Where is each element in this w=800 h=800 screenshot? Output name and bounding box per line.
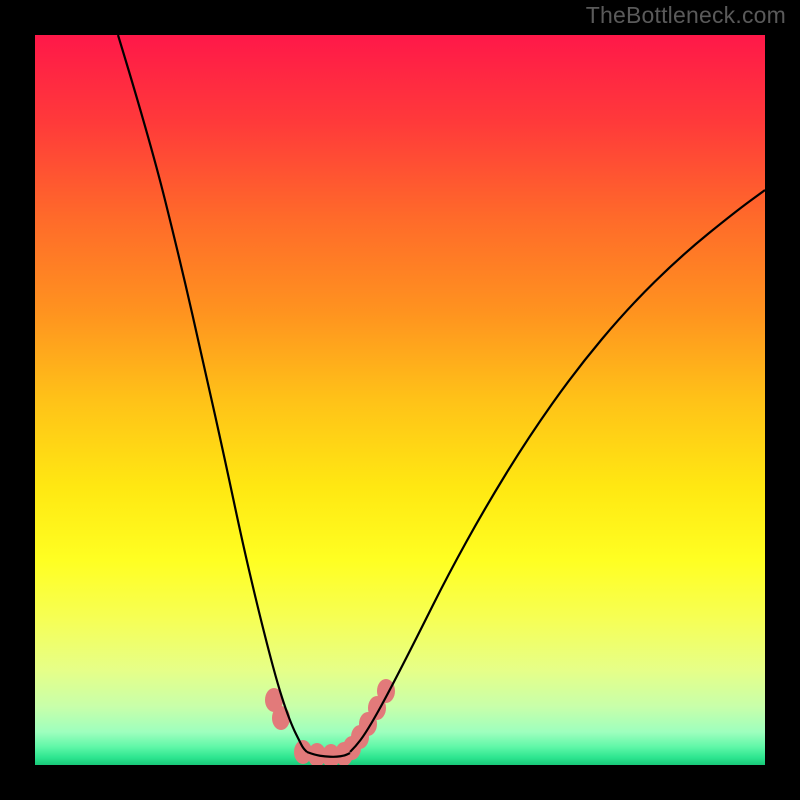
plot-background	[35, 35, 765, 765]
bottleneck-chart	[0, 0, 800, 800]
marker-point	[377, 679, 395, 703]
marker-point	[272, 706, 290, 730]
watermark-text: TheBottleneck.com	[586, 2, 786, 29]
